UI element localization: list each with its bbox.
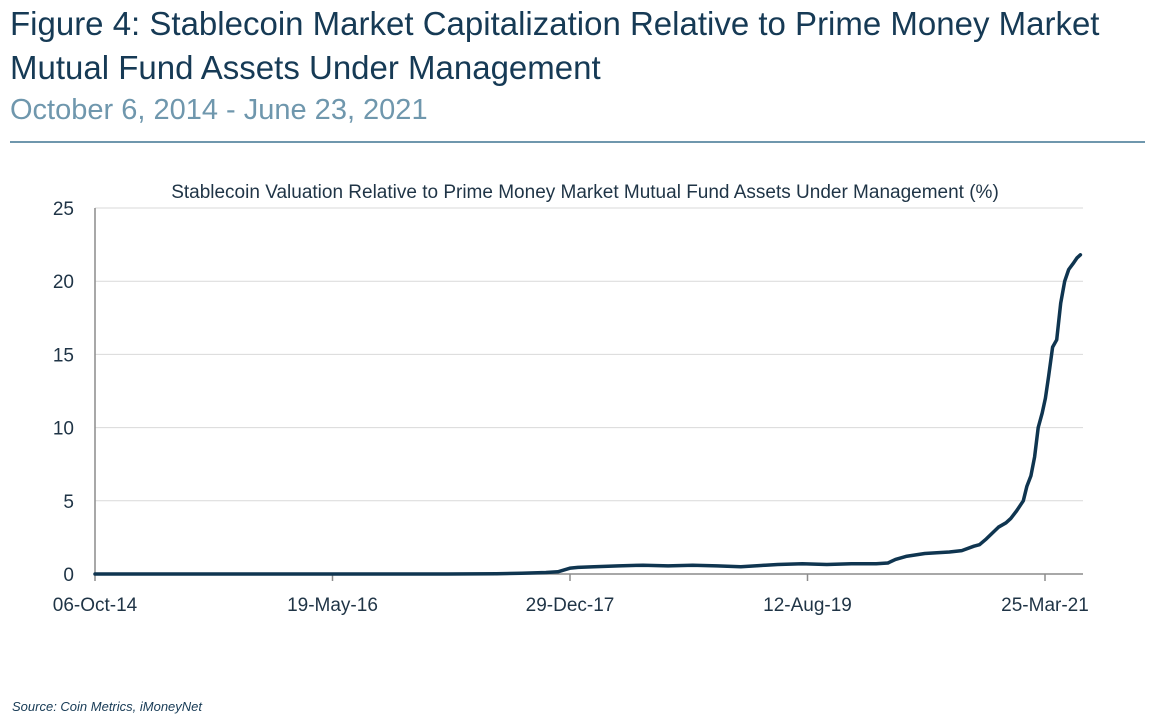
y-tick-label: 0	[63, 565, 74, 586]
y-tick-label: 25	[53, 199, 74, 220]
plot-title: Stablecoin Valuation Relative to Prime M…	[171, 182, 999, 203]
y-tick-label: 5	[63, 492, 74, 513]
tick-labels: 0 5 10 15 20 25 06-Oct-14 19-May-16 29-Dec-17 12-…	[53, 199, 1089, 616]
y-tick-label: 15	[53, 345, 74, 366]
gridlines	[95, 207, 1083, 502]
title-divider	[10, 141, 1145, 143]
figure-subtitle: October 6, 2014 - June 23, 2021	[10, 94, 428, 126]
y-tick-label: 20	[53, 272, 74, 293]
series	[93, 253, 1083, 576]
source-note: Source: Coin Metrics, iMoneyNet	[12, 699, 203, 714]
x-tick-label: 29-Dec-17	[526, 595, 615, 616]
axes	[94, 208, 1083, 581]
series-line	[93, 253, 1083, 576]
x-tick-label: 06-Oct-14	[53, 595, 138, 616]
y-tick-label: 10	[53, 419, 74, 440]
x-tick-label: 25-Mar-21	[1001, 595, 1089, 616]
x-tick-label: 19-May-16	[287, 595, 378, 616]
chart: Stablecoin Valuation Relative to Prime M…	[53, 182, 1089, 616]
figure-title: Figure 4: Stablecoin Market Capitalizati…	[10, 5, 1100, 86]
x-tick-label: 12-Aug-19	[763, 595, 852, 616]
